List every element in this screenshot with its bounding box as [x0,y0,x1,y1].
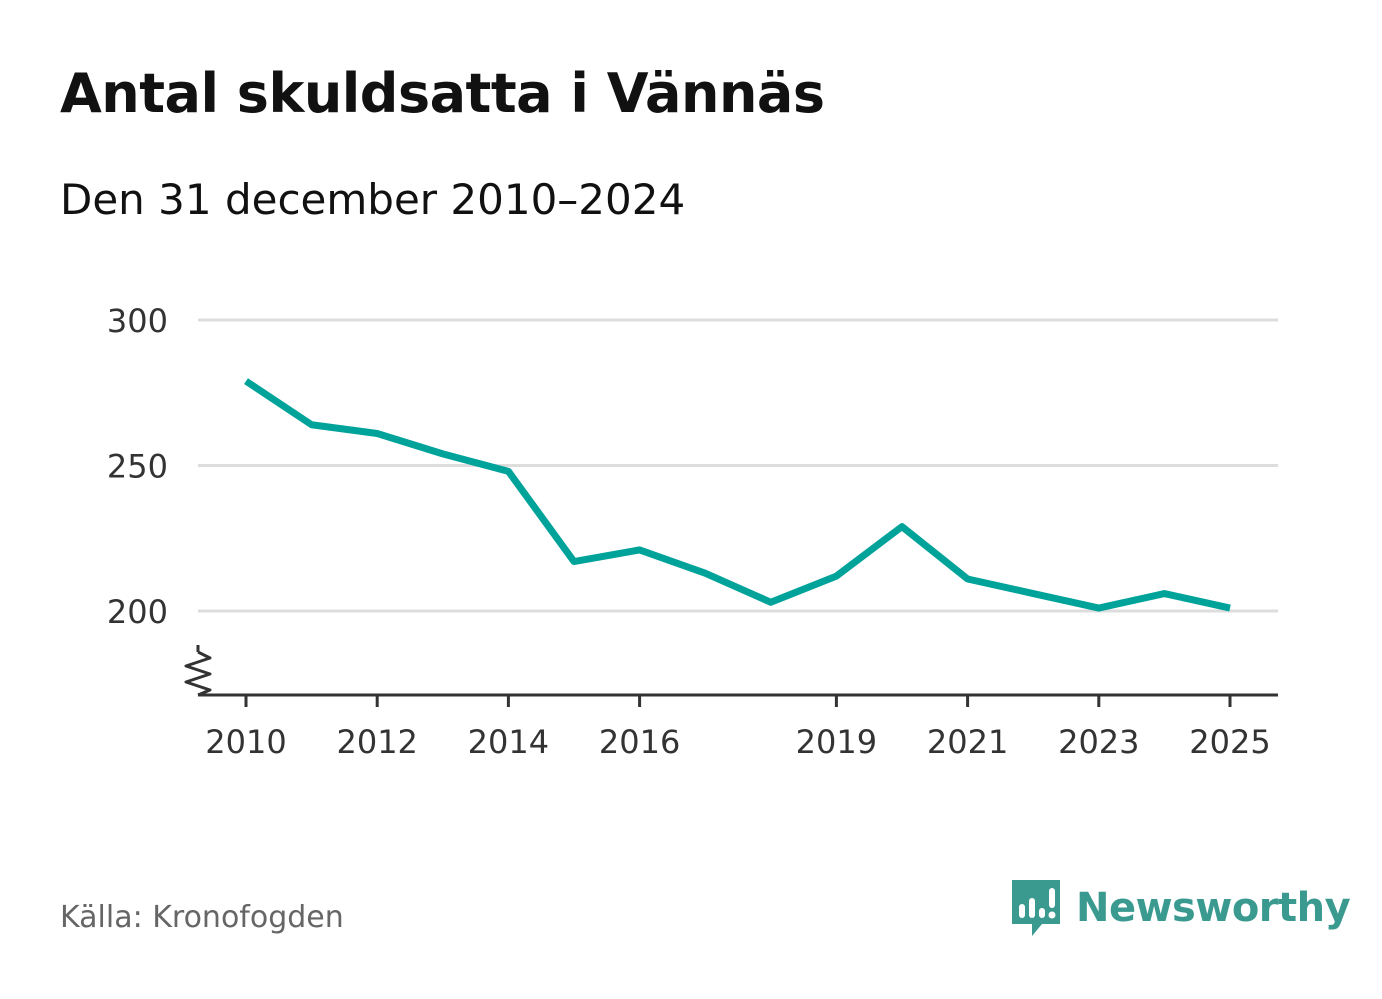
x-tick-label: 2014 [468,723,549,761]
x-tick-label: 2019 [796,723,877,761]
axis-break-icon [184,650,212,697]
bar-chart-speech-bubble-icon [1012,880,1060,936]
x-axis-labels: 2010 2012 2014 2016 2019 2021 2023 2025 [205,723,1270,761]
chart-title: Antal skuldsatta i Vännäs [60,62,825,125]
series-line-0 [244,378,1231,612]
series [244,378,1231,612]
chart-subtitle: Den 31 december 2010–2024 [60,175,686,224]
y-tick-label: 300 [107,302,168,340]
x-tick-label: 2012 [336,723,417,761]
brand-name: Newsworthy [1076,885,1351,931]
x-tick-label: 2010 [205,723,286,761]
source-note: Källa: Kronofogden [60,900,344,935]
y-axis-labels: 200 250 300 [107,302,168,631]
x-tick-label: 2023 [1058,723,1139,761]
y-tick-label: 200 [107,593,168,631]
gridlines [198,318,1278,613]
x-tick-label: 2021 [927,723,1008,761]
y-tick-label: 250 [107,448,168,486]
brand-logo: Newsworthy [1010,878,1351,938]
x-tick-label: 2016 [599,723,680,761]
x-tick-label: 2025 [1189,723,1270,761]
x-axis [184,645,1278,707]
